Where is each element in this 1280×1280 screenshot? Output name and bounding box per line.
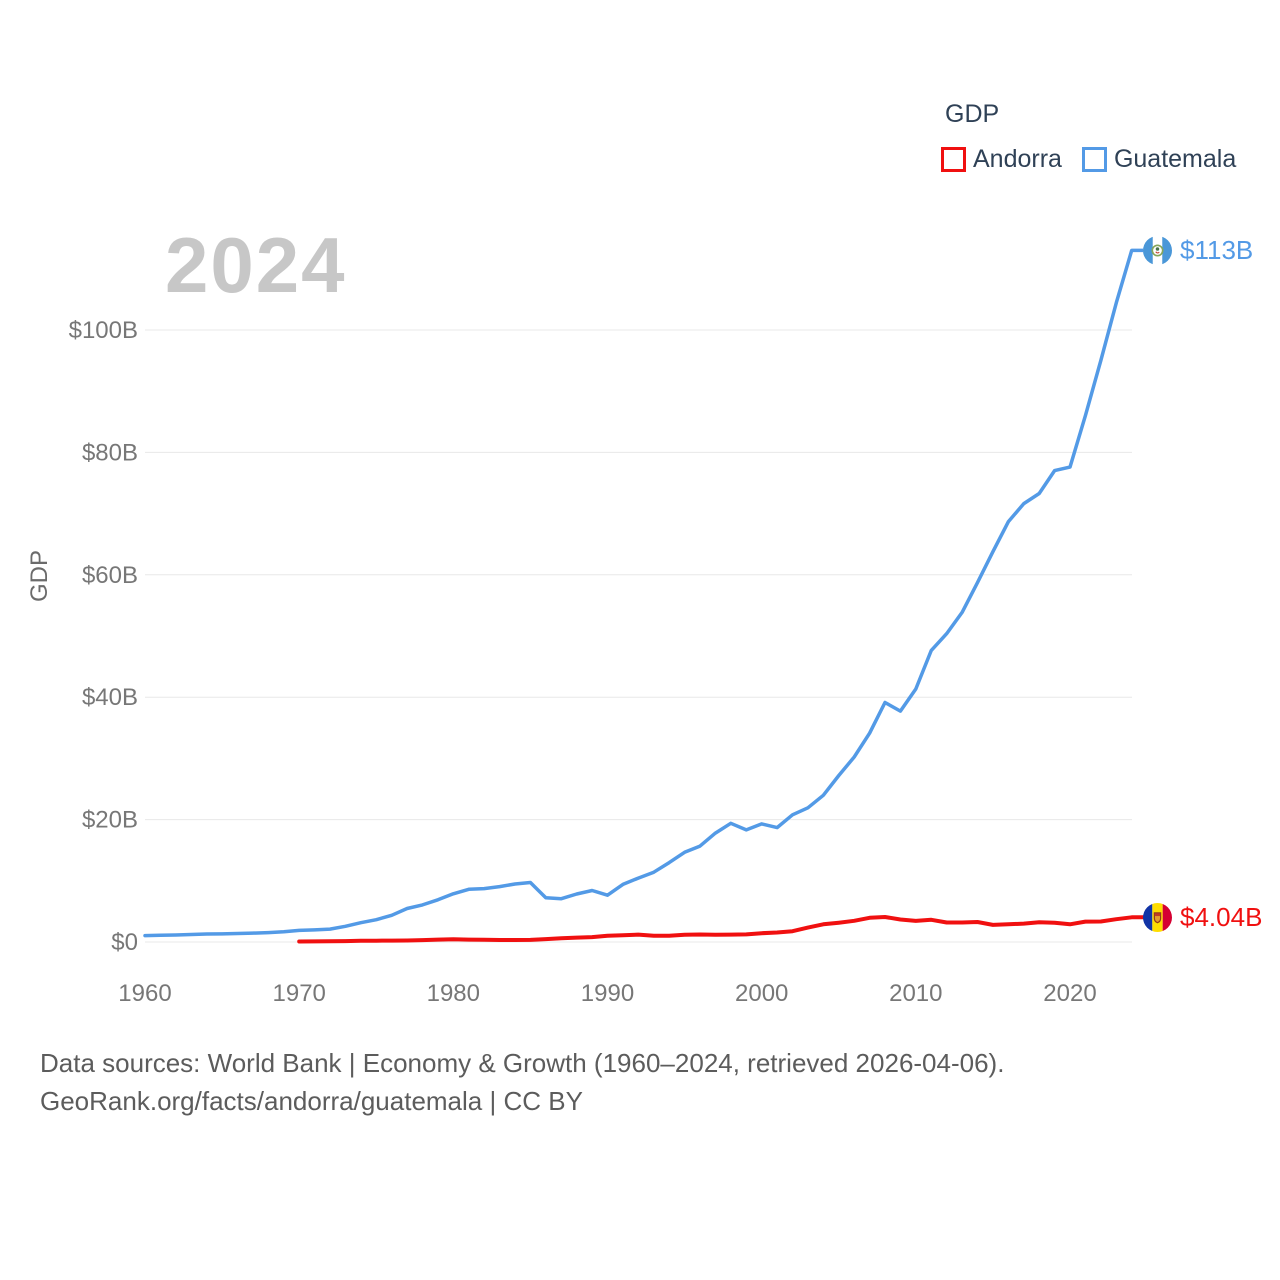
y-tick-label: $60B [82,562,138,589]
andorra-end-label: $4.04B [1143,896,1262,938]
legend-label-guatemala: Guatemala [1113,145,1237,173]
y-tick-label: $40B [82,684,138,711]
legend-swatch-andorra [941,147,966,172]
x-tick-label: 2000 [735,980,788,1007]
andorra-line[interactable] [297,915,1146,944]
x-tick-label: 2010 [889,980,942,1007]
guatemala-end-label: $113B [1143,229,1253,271]
footer: Data sources: World Bank | Economy & Gro… [40,1044,1004,1120]
legend-label-andorra: Andorra [973,145,1062,173]
guatemala-flag-icon [1143,235,1172,265]
andorra-flag-icon [1143,902,1172,932]
x-tick-label: 1970 [273,980,326,1007]
year-watermark: 2024 [165,221,347,309]
y-axis-title: GDP [26,549,53,603]
legend: GDP Andorra Guatemala [941,100,1236,174]
guatemala-line[interactable] [143,248,1146,938]
guatemala-end-label-value: $113B [1180,234,1254,265]
x-tick-label: 1980 [427,980,480,1007]
x-tick-label: 1960 [118,980,171,1007]
andorra-end-label-value: $4.04B [1180,901,1263,932]
y-tick-label: $100B [69,317,138,344]
footer-line-2: GeoRank.org/facts/andorra/guatemala | CC… [40,1086,583,1116]
x-tick-label: 2020 [1043,980,1096,1007]
legend-swatch-guatemala [1081,147,1107,172]
y-tick-label: $80B [82,439,138,466]
y-tick-label: $0 [111,929,138,956]
legend-title: GDP [945,100,1000,128]
legend-row: Andorra Guatemala [941,145,1236,174]
legend-item-guatemala[interactable]: Guatemala [1081,145,1237,174]
legend-item-andorra[interactable]: Andorra [941,145,1062,174]
y-tick-label: $20B [82,807,138,834]
x-tick-label: 1990 [581,980,634,1007]
footer-line-1: Data sources: World Bank | Economy & Gro… [40,1048,1005,1078]
